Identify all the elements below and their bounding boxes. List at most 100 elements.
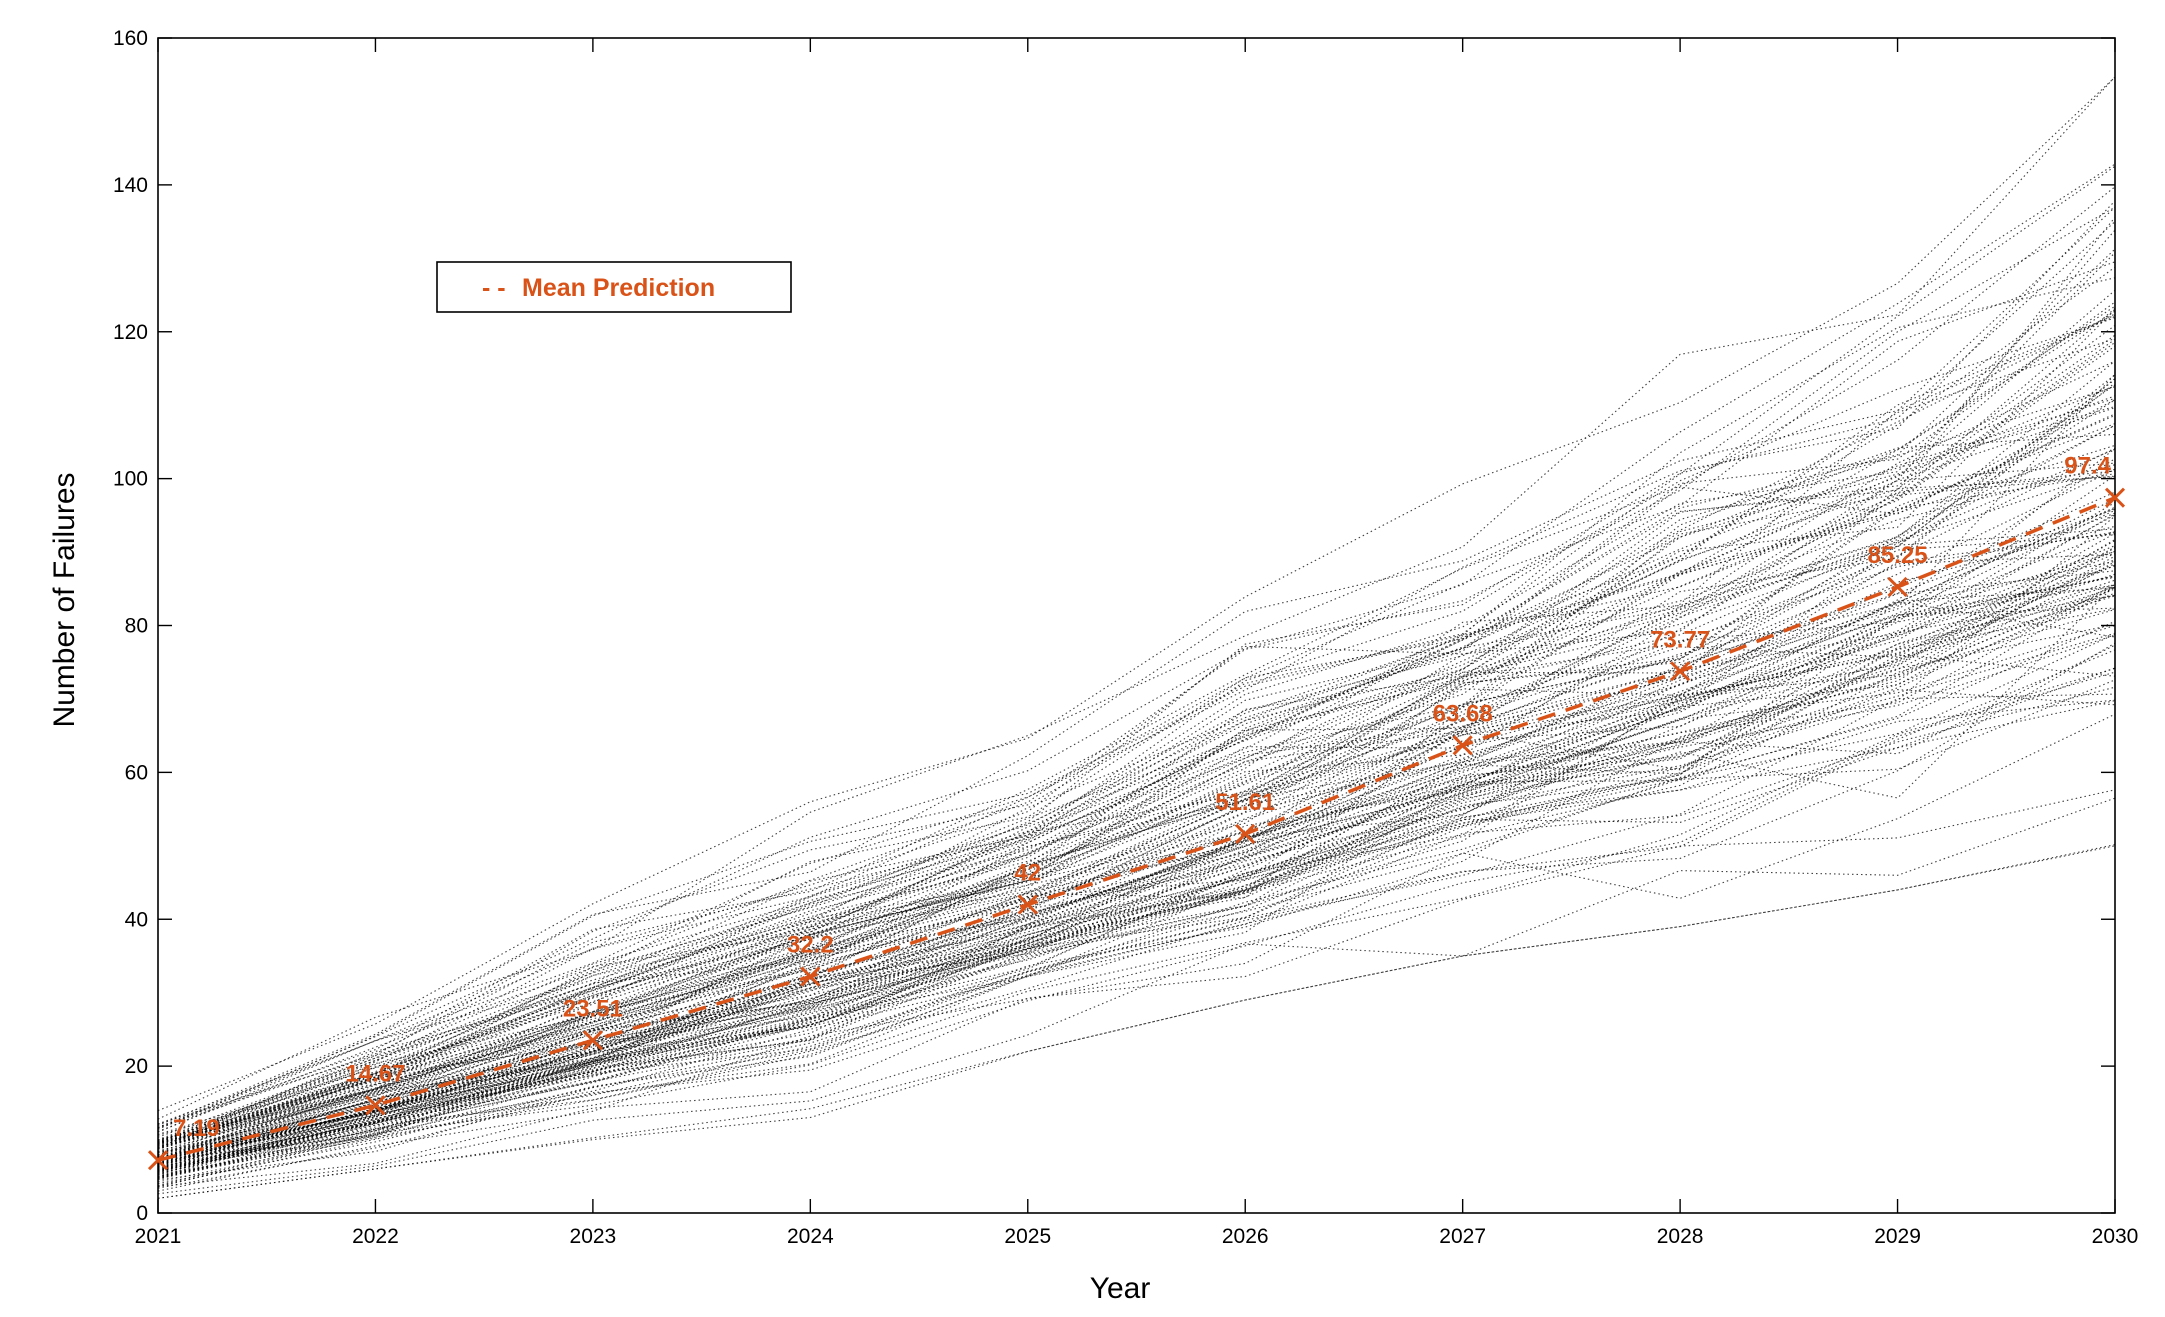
y-tick-label: 120	[113, 321, 148, 344]
simulation-line	[157, 845, 2116, 1199]
y-tick-label: 140	[113, 174, 148, 197]
legend-box	[436, 261, 792, 313]
simulation-line	[157, 573, 2116, 1172]
simulation-line	[157, 508, 2116, 1159]
simulation-line	[157, 475, 2116, 1154]
data-label: 42	[1014, 860, 1041, 887]
mean-prediction-marker	[147, 1150, 169, 1171]
mean-prediction-marker	[582, 1030, 603, 1051]
y-tick-label: 80	[125, 615, 148, 638]
simulation-line	[157, 700, 2116, 1180]
simulation-line	[157, 550, 2116, 1169]
simulation-line	[157, 266, 2116, 1129]
simulation-line	[157, 561, 2116, 1171]
y-tick-label: 100	[113, 468, 148, 491]
simulation-line	[157, 338, 2116, 1146]
x-tick-label: 2030	[2092, 1225, 2139, 1248]
data-label: 73.77	[1650, 626, 1710, 653]
simulation-line	[157, 699, 2116, 1188]
simulation-line	[157, 679, 2116, 1187]
legend-marker: - -	[482, 274, 506, 302]
x-tick-label: 2029	[1874, 1225, 1921, 1248]
mean-prediction-marker	[2104, 487, 2126, 508]
simulation-line	[157, 667, 2116, 1175]
simulation-line	[157, 76, 2116, 1112]
simulation-line	[157, 620, 2116, 1171]
x-tick-label: 2023	[570, 1225, 617, 1248]
simulation-line	[157, 324, 2116, 1160]
data-label: 23.51	[563, 995, 623, 1022]
plot-frame	[157, 37, 2116, 1214]
y-tick-label: 40	[125, 908, 148, 931]
simulation-line	[157, 565, 2116, 1171]
x-tick-label: 2028	[1657, 1225, 1704, 1248]
data-label: 7.19	[173, 1115, 220, 1142]
simulation-line	[157, 277, 2116, 1130]
simulation-line	[157, 261, 2116, 1129]
y-tick-label: 20	[125, 1055, 148, 1078]
simulation-line	[157, 462, 2116, 1145]
simulation-line	[157, 575, 2116, 1160]
y-axis-title: Number of Failures	[48, 472, 81, 727]
simulation-line	[157, 317, 2116, 1138]
simulation-line	[157, 163, 2116, 1129]
simulation-line	[157, 789, 2116, 1188]
simulation-line	[157, 532, 2116, 1156]
simulation-line	[157, 586, 2116, 1164]
simulation-line	[157, 186, 2116, 1128]
y-tick-label: 160	[113, 27, 148, 50]
simulation-line	[157, 575, 2116, 1173]
simulation-line	[157, 564, 2116, 1173]
simulation-line	[157, 424, 2116, 1150]
y-tick-label: 0	[136, 1202, 148, 1225]
simulation-line	[157, 374, 2116, 1157]
y-tick-label: 60	[125, 761, 148, 784]
simulation-line	[157, 601, 2116, 1179]
simulation-line	[157, 594, 2116, 1168]
simulation-line	[157, 413, 2116, 1160]
mean-prediction-marker	[800, 966, 821, 987]
legend-entry-mean-prediction: Mean Prediction	[522, 274, 715, 302]
mean-prediction-marker	[1670, 661, 1691, 682]
plot-background	[158, 38, 2115, 1213]
data-label: 51.61	[1215, 789, 1275, 816]
simulation-line	[157, 686, 2116, 1185]
simulation-line	[157, 301, 2116, 1142]
x-tick-label: 2024	[787, 1225, 834, 1248]
legend: - - Mean Prediction	[436, 261, 792, 313]
simulation-line	[157, 216, 2116, 1135]
simulation-line	[157, 206, 2116, 1127]
x-tick-label: 2025	[1004, 1225, 1051, 1248]
simulation-line	[157, 558, 2116, 1171]
simulation-line	[157, 583, 2116, 1175]
simulation-line	[157, 797, 2116, 1195]
simulation-line	[157, 594, 2116, 1166]
x-axis-ticks: 2021 2022 2023 2024 2025 2026 2027 2028 2029 2030	[135, 38, 2139, 1248]
simulation-line	[157, 502, 2116, 1163]
data-label: 85.25	[1868, 542, 1928, 569]
mean-prediction-line	[157, 496, 2116, 1162]
simulation-line	[157, 608, 2116, 1172]
mean-prediction-marker	[1452, 735, 1473, 756]
simulation-line	[157, 553, 2116, 1164]
simulation-line	[157, 379, 2116, 1153]
simulation-line	[157, 307, 2116, 1145]
simulation-line	[157, 540, 2116, 1165]
simulation-line	[157, 689, 2116, 1178]
mean-prediction-marker	[1017, 894, 1038, 915]
simulation-line	[157, 405, 2116, 1143]
simulation-line	[157, 248, 2116, 1144]
simulation-line	[157, 498, 2116, 1161]
y-axis-ticks: 0 20 40 60 80 100 120 140 160	[113, 27, 2115, 1225]
simulation-line	[157, 585, 2116, 1176]
simulation-line	[157, 607, 2116, 1162]
simulation-line	[157, 475, 2116, 1159]
simulation-line	[157, 531, 2116, 1159]
simulation-line	[157, 671, 2116, 1189]
simulation-line	[157, 314, 2116, 1149]
simulation-line	[157, 448, 2116, 1147]
mean-prediction-marker	[1235, 823, 1256, 845]
simulation-line	[157, 515, 2116, 1174]
simulation-line	[157, 395, 2116, 1156]
